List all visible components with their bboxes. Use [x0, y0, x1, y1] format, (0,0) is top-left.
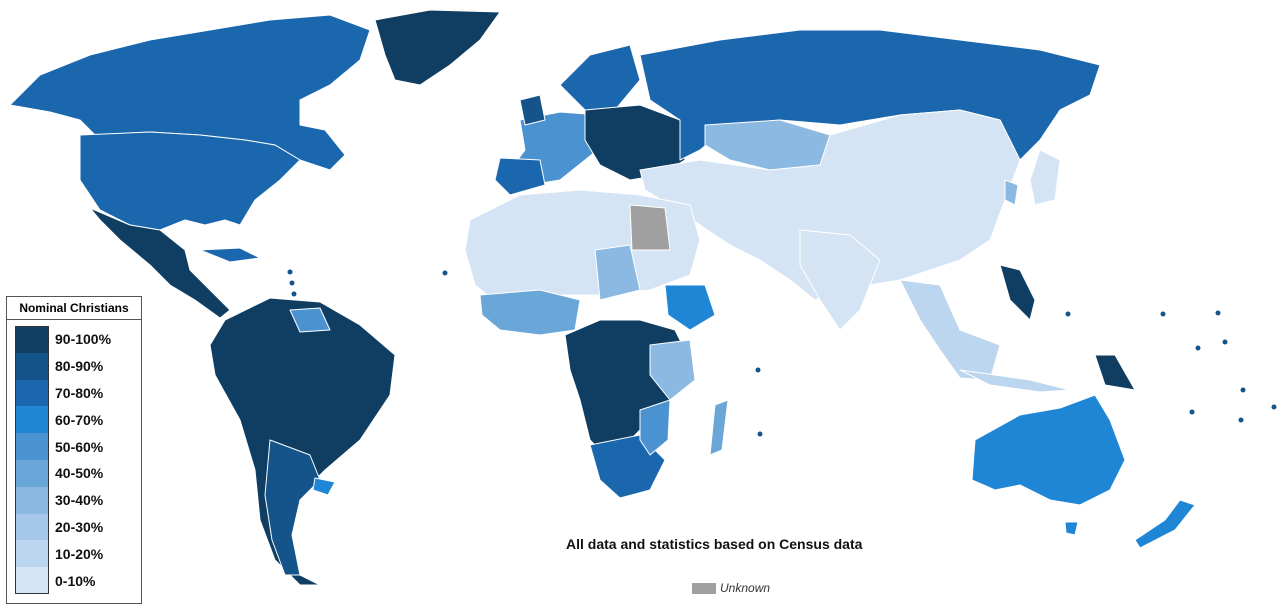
region-cuba[interactable]	[199, 247, 261, 263]
legend-swatch	[15, 540, 49, 568]
region-sahel[interactable]	[594, 244, 641, 301]
region-mexico[interactable]	[89, 207, 231, 319]
region-west-africa[interactable]	[479, 289, 581, 336]
region-ethiopia[interactable]	[664, 284, 716, 331]
region-madagascar[interactable]	[709, 399, 729, 456]
region-uruguay[interactable]	[312, 477, 336, 496]
legend-label: 10-20%	[55, 545, 104, 562]
legend-title: Nominal Christians	[7, 297, 141, 320]
legend-item: 90-100%	[15, 326, 141, 353]
legend-swatch	[15, 459, 49, 487]
small-islands	[287, 269, 1277, 437]
region-argentina[interactable]	[264, 439, 321, 576]
unknown-swatch	[692, 582, 716, 594]
legend-swatch	[15, 326, 49, 353]
legend-label: 80-90%	[55, 358, 104, 375]
legend-swatch	[15, 486, 49, 514]
region-new-zealand[interactable]	[1134, 499, 1196, 549]
unknown-legend: Unknown	[692, 581, 770, 595]
legend-swatch	[15, 379, 49, 407]
region-philippines[interactable]	[999, 264, 1036, 321]
legend-item: 40-50%	[15, 459, 141, 487]
legend-swatch	[15, 352, 49, 380]
region-indonesia[interactable]	[959, 369, 1071, 393]
legend-label: 70-80%	[55, 384, 104, 401]
legend-item: 0-10%	[15, 567, 141, 594]
map-legend: Nominal Christians 90-100% 80-90% 70-80% 60…	[6, 296, 142, 604]
region-tasmania[interactable]	[1064, 521, 1079, 536]
region-korea[interactable]	[1004, 179, 1019, 206]
legend-label: 60-70%	[55, 411, 104, 428]
legend-swatch	[15, 567, 49, 594]
legend-item: 60-70%	[15, 406, 141, 434]
region-southeast-asia[interactable]	[899, 279, 1001, 381]
legend-swatch	[15, 433, 49, 460]
region-east-africa[interactable]	[649, 339, 696, 401]
region-uk[interactable]	[519, 94, 546, 126]
legend-swatch	[15, 513, 49, 541]
region-asia[interactable]	[639, 109, 1021, 301]
legend-list: 90-100% 80-90% 70-80% 60-70% 50-60% 40-50% 30-…	[7, 320, 141, 594]
region-india[interactable]	[799, 229, 881, 331]
region-greenland[interactable]	[374, 9, 501, 86]
legend-label: 20-30%	[55, 518, 104, 535]
legend-item: 30-40%	[15, 486, 141, 514]
legend-swatch	[15, 406, 49, 434]
region-australia[interactable]	[971, 394, 1126, 506]
region-kazakhstan[interactable]	[704, 119, 831, 171]
legend-label: 0-10%	[55, 572, 96, 589]
region-japan[interactable]	[1029, 149, 1061, 206]
legend-item: 80-90%	[15, 352, 141, 380]
region-egypt[interactable]	[629, 204, 671, 251]
region-scandinavia[interactable]	[559, 44, 641, 116]
region-guianas[interactable]	[289, 307, 331, 333]
legend-label: 40-50%	[55, 465, 104, 482]
legend-item: 20-30%	[15, 513, 141, 541]
region-south-america[interactable]	[209, 297, 396, 586]
region-mozambique[interactable]	[639, 399, 671, 456]
legend-label: 50-60%	[55, 438, 104, 455]
legend-label: 90-100%	[55, 331, 112, 348]
legend-label: 30-40%	[55, 492, 104, 509]
region-usa[interactable]	[79, 131, 301, 231]
legend-item: 10-20%	[15, 540, 141, 568]
legend-item: 50-60%	[15, 433, 141, 460]
source-note: All data and statistics based on Census …	[566, 536, 863, 552]
region-iberia[interactable]	[494, 157, 546, 196]
region-papua-new-guinea[interactable]	[1094, 354, 1136, 391]
legend-item: 70-80%	[15, 379, 141, 407]
unknown-label: Unknown	[720, 581, 771, 595]
